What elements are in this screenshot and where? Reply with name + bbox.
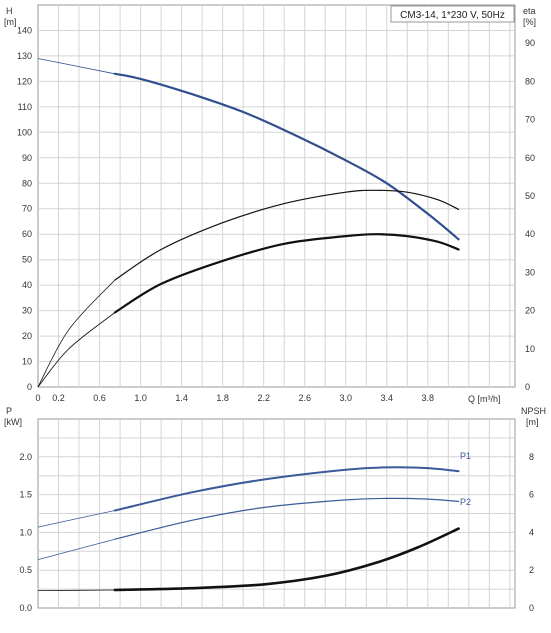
top-grid	[38, 5, 515, 387]
p1-curve-line-extrapolated	[37, 510, 115, 528]
y-tick-label-h: 100	[17, 127, 32, 137]
chart-title: CM3-14, 1*230 V, 50Hz	[400, 10, 505, 21]
y-tick-label-p: 1.5	[19, 490, 32, 500]
eta-overall-curve-line-extrapolated	[37, 312, 116, 388]
x-tick-label: 0	[35, 393, 40, 403]
h-curve-line-extrapolated	[37, 58, 115, 75]
series-label-p2: P2	[460, 497, 471, 507]
y-tick-label-h: 60	[22, 229, 32, 239]
y-tick-label-eta: 60	[525, 153, 535, 163]
x-tick-label: 1.0	[134, 393, 147, 403]
top-plot-frame	[37, 4, 516, 388]
p2-curve-line-extrapolated	[37, 538, 116, 560]
y-tick-label-h: 80	[22, 178, 32, 188]
y-tick-label-h: 0	[27, 382, 32, 392]
bottom-grid	[38, 419, 515, 608]
y-tick-label-h: 120	[17, 76, 32, 86]
x-tick-label: 3.8	[422, 393, 435, 403]
y-tick-label-h: 130	[17, 51, 32, 61]
y-tick-label-h: 70	[22, 204, 32, 214]
npsh-curve-line	[113, 527, 460, 592]
y-tick-label-h: 140	[17, 26, 32, 36]
x-tick-label: 2.6	[298, 393, 311, 403]
y-tick-label-eta: 30	[525, 267, 535, 277]
y-tick-label-npsh: 8	[529, 452, 534, 462]
bottom-y-left-label-unit: [kW]	[4, 417, 22, 427]
npsh-curve-line-extrapolated	[37, 589, 115, 591]
x-tick-label: 1.4	[175, 393, 188, 403]
tick-labels: 0102030405060708090100110120130140010203…	[17, 26, 535, 614]
h-curve-line	[113, 72, 460, 241]
series-label-p1: P1	[460, 451, 471, 461]
eta-curve-line	[114, 189, 460, 281]
y-tick-label-h: 10	[22, 357, 32, 367]
y-tick-label-eta: 40	[525, 229, 535, 239]
y-tick-label-eta: 70	[525, 115, 535, 125]
bottom-y-right-label-unit: [m]	[526, 417, 539, 427]
y-tick-label-h: 50	[22, 255, 32, 265]
x-tick-label: 3.0	[339, 393, 352, 403]
y-tick-label-h: 20	[22, 331, 32, 341]
y-tick-label-h: 40	[22, 280, 32, 290]
top-y-left-label-name: H	[6, 6, 13, 16]
y-tick-label-eta: 10	[525, 344, 535, 354]
y-tick-label-npsh: 6	[529, 490, 534, 500]
y-tick-label-p: 0.0	[19, 603, 32, 613]
x-tick-label: 3.4	[381, 393, 394, 403]
y-tick-label-npsh: 4	[529, 527, 534, 537]
eta-curve-line-extrapolated	[37, 279, 116, 388]
top-y-right-label-unit: [%]	[523, 17, 536, 27]
x-tick-label: 1.8	[216, 393, 229, 403]
x-tick-label: 0.2	[52, 393, 65, 403]
y-tick-label-npsh: 2	[529, 565, 534, 575]
top-x-axis-label: Q [m³/h]	[468, 394, 501, 404]
p1-curve-line	[113, 466, 460, 512]
bottom-y-right-label-name: NPSH	[521, 406, 546, 416]
y-tick-label-eta: 20	[525, 306, 535, 316]
x-tick-label: 0.6	[93, 393, 106, 403]
series-lines	[37, 58, 460, 592]
y-tick-label-p: 0.5	[19, 565, 32, 575]
y-tick-label-h: 110	[18, 102, 32, 112]
y-tick-label-eta: 90	[525, 38, 535, 48]
y-tick-label-h: 90	[22, 153, 32, 163]
y-tick-label-h: 30	[22, 306, 32, 316]
eta-overall-curve-line	[113, 233, 460, 314]
y-tick-label-npsh: 0	[529, 603, 534, 613]
top-y-right-label-name: eta	[523, 6, 536, 16]
top-y-left-label-unit: [m]	[4, 17, 17, 27]
p2-curve-line	[114, 497, 460, 540]
bottom-y-left-label-name: P	[6, 406, 12, 416]
y-tick-label-p: 1.0	[19, 527, 32, 537]
title-box	[390, 5, 515, 23]
y-tick-label-eta: 0	[525, 382, 530, 392]
y-tick-label-eta: 50	[525, 191, 535, 201]
y-tick-label-p: 2.0	[19, 452, 32, 462]
y-tick-label-eta: 80	[525, 76, 535, 86]
x-tick-label: 2.2	[257, 393, 270, 403]
